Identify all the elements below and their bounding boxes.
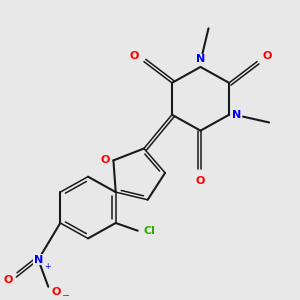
Text: N: N — [34, 255, 43, 265]
Text: −: − — [62, 291, 70, 300]
Text: O: O — [129, 51, 139, 61]
Text: N: N — [196, 54, 205, 64]
Text: N: N — [232, 110, 242, 120]
Text: Cl: Cl — [144, 226, 156, 236]
Text: O: O — [262, 51, 272, 61]
Text: O: O — [101, 155, 110, 165]
Text: O: O — [52, 286, 61, 296]
Text: +: + — [44, 262, 50, 271]
Text: O: O — [196, 176, 205, 186]
Text: O: O — [4, 275, 13, 285]
